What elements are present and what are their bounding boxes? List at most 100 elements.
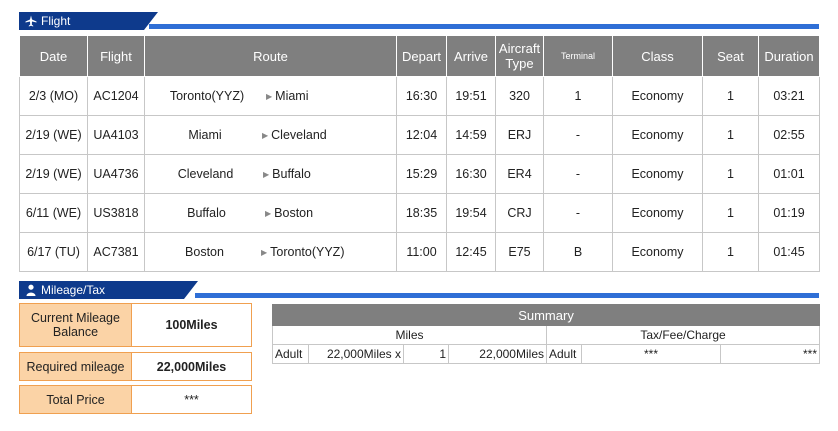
current-mileage-box: Current Mileage Balance 100Miles	[19, 303, 252, 347]
route-cell: Buffalo ▶ Boston	[144, 193, 397, 233]
depart-cell: 16:30	[396, 76, 447, 116]
flight-cell: AC1204	[87, 76, 145, 116]
required-mileage-label: Required mileage	[20, 353, 132, 380]
flight-table: Date Flight Route Depart Arrive Aircraft…	[19, 36, 820, 272]
terminal-cell: -	[543, 154, 613, 194]
arrive-cell: 19:54	[446, 193, 496, 233]
aircraft-cell: ER4	[495, 154, 544, 194]
section-divider	[195, 293, 819, 298]
depart-cell: 11:00	[396, 232, 447, 272]
depart-cell: 18:35	[396, 193, 447, 233]
seat-cell: 1	[702, 115, 759, 155]
terminal-cell: B	[543, 232, 613, 272]
col-header-depart: Depart	[396, 36, 447, 77]
table-row: 6/17 (TU) AC7381 Boston ▶ Toronto(YYZ) 11:…	[19, 232, 820, 272]
class-cell: Economy	[612, 193, 703, 233]
date-cell: 6/11 (WE)	[19, 193, 88, 233]
aircraft-cell: ERJ	[495, 115, 544, 155]
route-arrow-icon: ▶	[262, 130, 269, 140]
depart-cell: 15:29	[396, 154, 447, 194]
summary-row: Adult 22,000Miles x 1 22,000Miles Adult …	[272, 344, 821, 364]
section-divider	[149, 24, 819, 29]
terminal-cell: -	[543, 115, 613, 155]
date-cell: 2/19 (WE)	[19, 154, 88, 194]
summary-table: Summary Miles Tax/Fee/Charge Adult 22,00…	[271, 304, 821, 364]
seat-cell: 1	[702, 154, 759, 194]
duration-cell: 01:01	[758, 154, 820, 194]
flight-cell: UA4736	[87, 154, 145, 194]
col-header-aircraft: Aircraft Type	[495, 36, 544, 77]
summary-title: Summary	[271, 304, 821, 326]
pax-type-cell: Adult	[272, 344, 309, 364]
depart-cell: 12:04	[396, 115, 447, 155]
class-cell: Economy	[612, 232, 703, 272]
terminal-cell: -	[543, 193, 613, 233]
table-row: 2/3 (MO) AC1204 Toronto(YYZ) ▶ Miami 16:30…	[19, 76, 820, 116]
total-price-label: Total Price	[20, 386, 132, 413]
seat-cell: 1	[702, 232, 759, 272]
flight-cell: US3818	[87, 193, 145, 233]
col-header-route: Route	[144, 36, 397, 77]
route-arrow-icon: ▶	[266, 91, 273, 101]
duration-cell: 02:55	[758, 115, 820, 155]
col-header-flight: Flight	[87, 36, 145, 77]
current-mileage-label: Current Mileage Balance	[20, 304, 132, 346]
aircraft-cell: E75	[495, 232, 544, 272]
col-header-seat: Seat	[702, 36, 759, 77]
person-icon	[26, 284, 36, 296]
col-header-date: Date	[19, 36, 88, 77]
class-cell: Economy	[612, 76, 703, 116]
aircraft-cell: 320	[495, 76, 544, 116]
date-cell: 2/3 (MO)	[19, 76, 88, 116]
arrive-cell: 19:51	[446, 76, 496, 116]
section-title: Mileage/Tax	[41, 283, 106, 297]
aircraft-cell: CRJ	[495, 193, 544, 233]
pax-type-cell: Adult	[546, 344, 582, 364]
route-cell: Miami ▶ Cleveland	[144, 115, 397, 155]
current-mileage-value: 100Miles	[132, 304, 251, 346]
tax-header: Tax/Fee/Charge	[545, 325, 821, 345]
route-from: Boston	[185, 245, 224, 259]
duration-cell: 01:19	[758, 193, 820, 233]
duration-cell: 03:21	[758, 76, 820, 116]
route-to: Toronto(YYZ)	[270, 245, 345, 259]
airplane-icon	[25, 15, 37, 27]
route-from: Miami	[188, 128, 222, 142]
miles-per-cell: 22,000Miles x	[308, 344, 404, 364]
duration-cell: 01:45	[758, 232, 820, 272]
route-from: Buffalo	[187, 206, 226, 220]
section-tab: Mileage/Tax	[19, 281, 198, 299]
section-tab: Flight	[19, 12, 158, 30]
table-row: 2/19 (WE) UA4736 Cleveland ▶ Buffalo 15:29…	[19, 154, 820, 194]
route-cell: Toronto(YYZ) ▶ Miami	[144, 76, 397, 116]
required-mileage-value: 22,000Miles	[132, 353, 251, 380]
section-title: Flight	[41, 14, 71, 28]
required-mileage-box: Required mileage 22,000Miles	[19, 352, 252, 381]
route-arrow-icon: ▶	[265, 208, 272, 218]
total-price-box: Total Price ***	[19, 385, 252, 414]
tax-value-cell: ***	[581, 344, 721, 364]
col-header-terminal: Terminal	[543, 36, 613, 77]
table-row: 2/19 (WE) UA4103 Miami ▶ Cleveland 12:04 1…	[19, 115, 820, 155]
mileage-section-header: Mileage/Tax	[19, 281, 819, 299]
miles-header: Miles	[272, 325, 547, 345]
col-header-class: Class	[612, 36, 703, 77]
seat-cell: 1	[702, 76, 759, 116]
terminal-cell: 1	[543, 76, 613, 116]
route-cell: Cleveland ▶ Buffalo	[144, 154, 397, 194]
arrive-cell: 16:30	[446, 154, 496, 194]
route-cell: Boston ▶ Toronto(YYZ)	[144, 232, 397, 272]
class-cell: Economy	[612, 154, 703, 194]
route-to: Buffalo	[272, 167, 311, 181]
flight-cell: UA4103	[87, 115, 145, 155]
seat-cell: 1	[702, 193, 759, 233]
col-header-arrive: Arrive	[446, 36, 496, 77]
table-row: 6/11 (WE) US3818 Buffalo ▶ Boston 18:35 19…	[19, 193, 820, 233]
arrive-cell: 12:45	[446, 232, 496, 272]
miles-total-cell: 22,000Miles	[448, 344, 547, 364]
table-header-row: Date Flight Route Depart Arrive Aircraft…	[19, 36, 820, 77]
route-from: Cleveland	[177, 167, 234, 181]
class-cell: Economy	[612, 115, 703, 155]
col-header-duration: Duration	[758, 36, 820, 77]
route-arrow-icon: ▶	[263, 169, 270, 179]
